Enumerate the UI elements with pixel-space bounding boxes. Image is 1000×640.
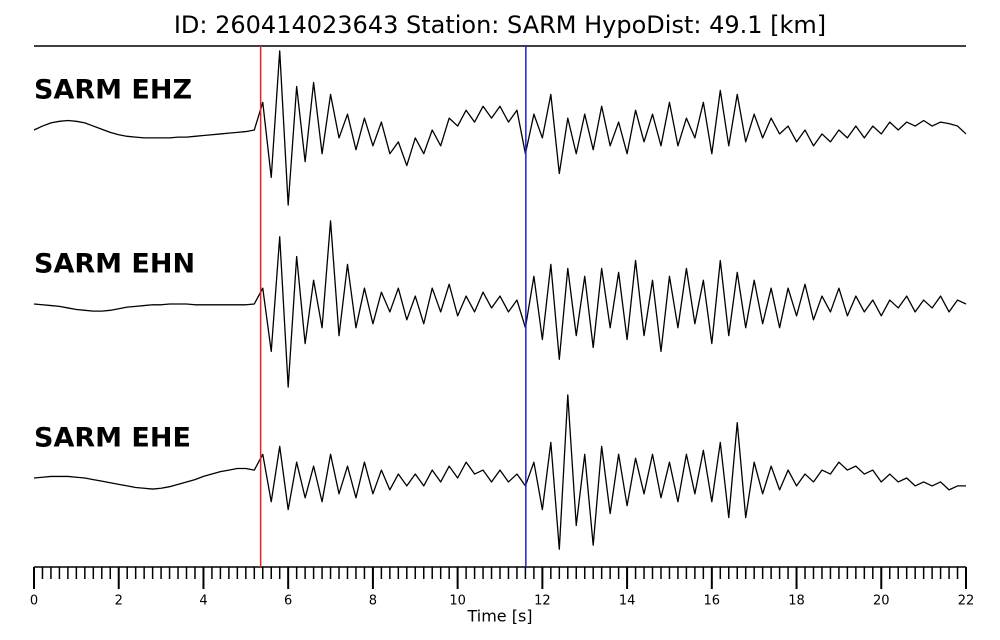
x-tick-label: 18 <box>788 594 805 609</box>
x-tick-label: 4 <box>199 594 207 609</box>
chart-title: ID: 260414023643 Station: SARM HypoDist:… <box>174 11 826 39</box>
x-tick-label: 20 <box>873 594 890 609</box>
trace <box>33 50 967 206</box>
x-tick-label: 6 <box>284 594 292 609</box>
x-tick-label: 14 <box>619 594 636 609</box>
trace-label: SARM EHN <box>34 249 195 280</box>
trace <box>33 394 966 550</box>
x-tick-label: 12 <box>534 594 551 609</box>
trace-label: SARM EHE <box>34 423 191 454</box>
x-tick-label: 8 <box>369 594 377 609</box>
trace-label: SARM EHZ <box>34 75 192 106</box>
x-tick-label: 10 <box>449 594 466 609</box>
x-tick-label: 16 <box>704 594 721 609</box>
x-tick-label: 2 <box>115 594 123 609</box>
x-axis-label: Time [s] <box>466 607 532 626</box>
trace <box>33 220 967 388</box>
x-tick-label: 22 <box>958 594 975 609</box>
x-tick-label: 0 <box>30 594 38 609</box>
